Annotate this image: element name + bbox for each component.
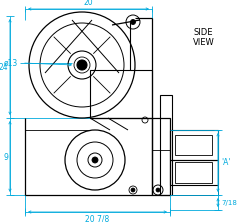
Text: SIDE: SIDE [193,28,212,37]
Text: VIEW: VIEW [193,38,215,47]
Circle shape [156,188,160,192]
Circle shape [77,60,87,70]
Bar [175,135,212,155]
Text: 9: 9 [3,153,8,161]
Text: 20: 20 [83,0,93,7]
Bar [90,70,152,118]
Text: 24: 24 [0,63,8,71]
Bar [170,160,218,185]
Bar [152,118,170,195]
Circle shape [131,20,136,24]
Bar [170,130,218,160]
Circle shape [92,157,98,163]
Text: 7/18: 7/18 [221,200,237,206]
Bar [160,95,172,195]
Bar [175,162,212,183]
Text: 20 7/8: 20 7/8 [85,214,109,222]
Circle shape [131,188,135,192]
Bar [170,185,218,195]
Text: 'A': 'A' [221,157,230,166]
Text: ø13: ø13 [4,59,18,67]
